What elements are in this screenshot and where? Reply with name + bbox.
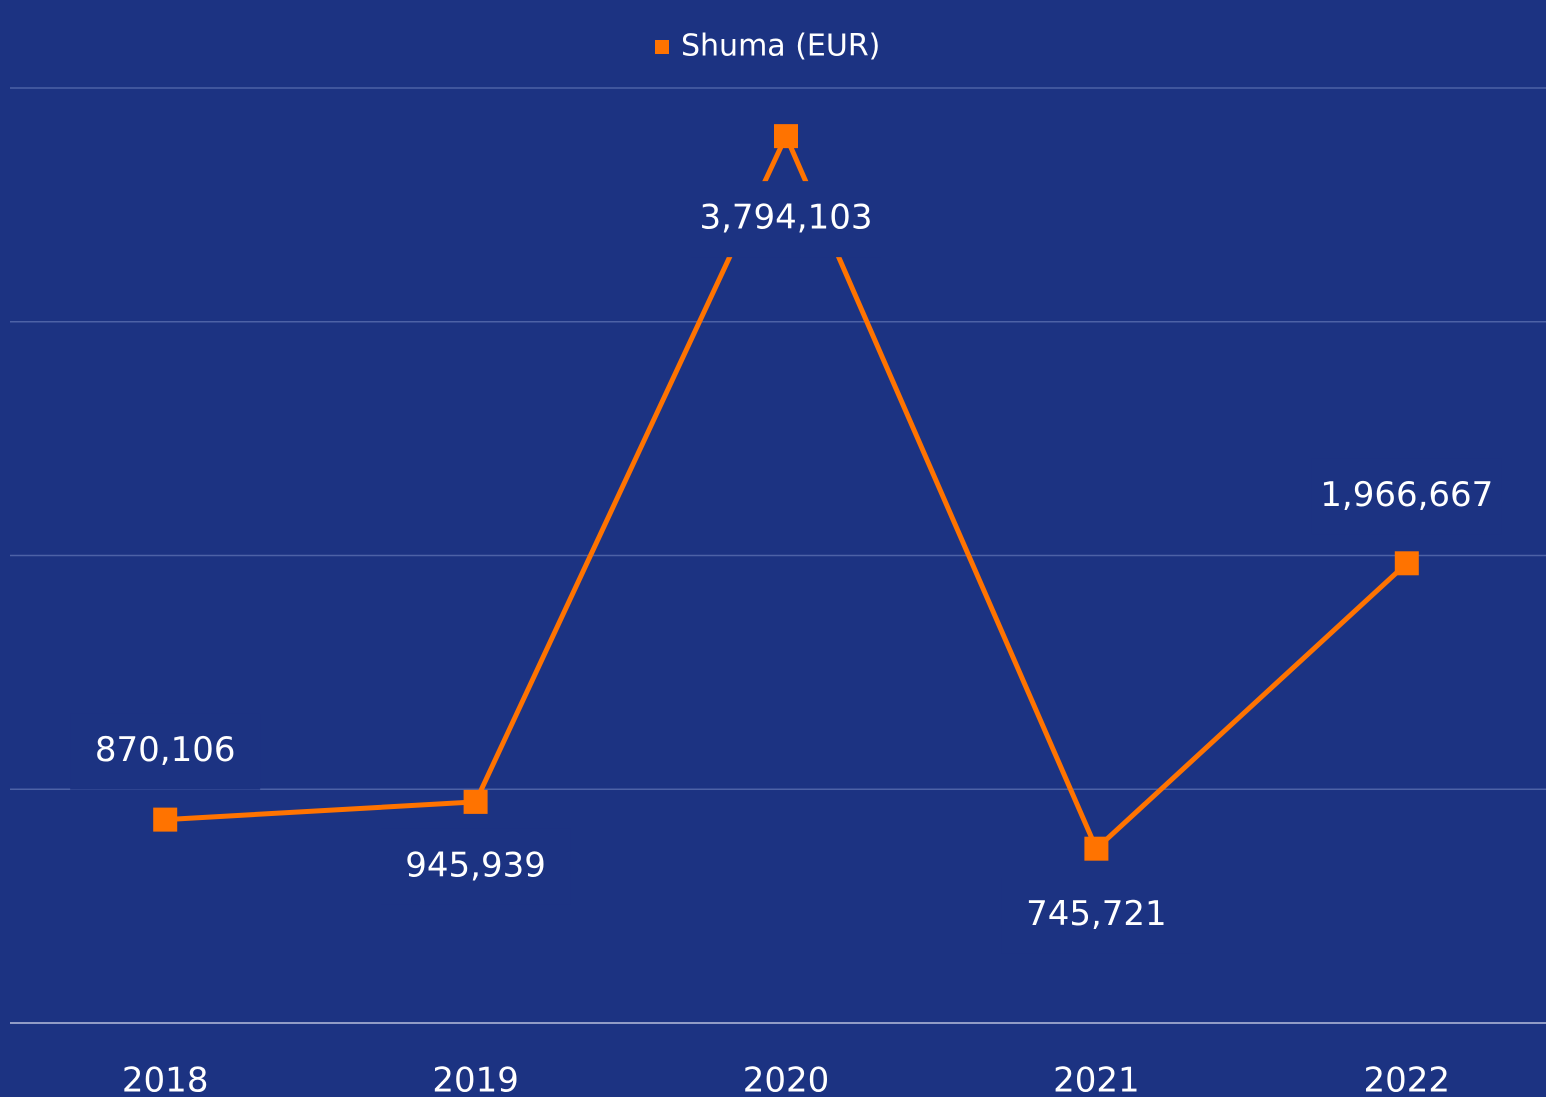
data-label: 745,721 [1026, 894, 1167, 934]
label-bg [1001, 877, 1192, 954]
marker [1394, 551, 1419, 576]
legend-label: Shuma (EUR) [681, 29, 880, 64]
label-bg [380, 828, 571, 905]
label-bg [1311, 458, 1502, 535]
label-bg [70, 713, 261, 790]
legend-swatch [655, 40, 669, 54]
x-tick-label: 2022 [1364, 1061, 1451, 1097]
x-tick-label: 2019 [432, 1061, 519, 1097]
data-label: 945,939 [405, 845, 546, 885]
marker [774, 124, 798, 149]
x-tick-label: 2018 [122, 1061, 209, 1097]
x-tick-label: 2021 [1053, 1061, 1140, 1097]
marker [1084, 836, 1109, 861]
marker [153, 807, 178, 832]
marker [463, 789, 488, 814]
label-bg [691, 181, 881, 258]
data-label: 870,106 [95, 730, 236, 770]
data-label: 1,966,667 [1320, 475, 1493, 515]
data-label: 3,794,103 [699, 198, 872, 238]
x-tick-label: 2020 [743, 1061, 830, 1097]
